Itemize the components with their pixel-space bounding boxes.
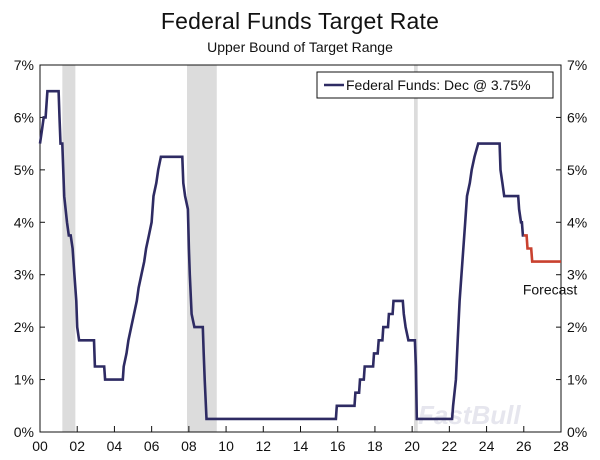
- y-tick-label-left: 7%: [14, 57, 34, 73]
- legend-label: Federal Funds: Dec @ 3.75%: [346, 77, 531, 93]
- y-tick-label-left: 1%: [14, 372, 34, 388]
- y-tick-label-left: 5%: [14, 162, 34, 178]
- plot-frame: [39, 64, 562, 433]
- y-tick-label-left: 2%: [14, 319, 34, 335]
- series-layer: [38, 89, 561, 421]
- fed-funds-line: [38, 89, 525, 421]
- y-tick-label-right: 6%: [567, 109, 587, 125]
- x-tick-label: 20: [404, 438, 420, 454]
- chart-subtitle: Upper Bound of Target Range: [207, 39, 393, 55]
- legend-box: [316, 71, 554, 99]
- y-tick-label-right: 4%: [567, 214, 587, 230]
- y-tick-label-right: 2%: [567, 319, 587, 335]
- y-tick-label-left: 4%: [14, 214, 34, 230]
- recession-band-2: [414, 65, 418, 432]
- y-tick-label-right: 0%: [567, 424, 587, 440]
- watermark-layer: FastBull: [418, 400, 521, 430]
- y-tick-label-left: 0%: [14, 424, 34, 440]
- x-tick-label: 02: [69, 438, 85, 454]
- x-tick-label: 14: [293, 438, 309, 454]
- legend: Federal Funds: Dec @ 3.75%: [316, 71, 554, 99]
- x-tick-label: 22: [442, 438, 458, 454]
- x-tick-label: 00: [32, 438, 48, 454]
- forecast-line: [523, 234, 561, 263]
- chart-title: Federal Funds Target Rate: [160, 8, 440, 34]
- annotation-forecast: Forecast: [523, 282, 578, 298]
- watermark-text: FastBull: [418, 400, 521, 430]
- x-tick-label: 04: [107, 438, 123, 454]
- x-tick-label: 06: [144, 438, 160, 454]
- axes-layer: 0% 0% 1% 1% 2% 2% 3% 3% 4% 4% 5% 5% 6% 6% 7% 7% 00 02 04 06…: [14, 57, 587, 454]
- x-tick-label: 08: [181, 438, 197, 454]
- y-tick-label-right: 1%: [567, 372, 587, 388]
- y-tick-label-right: 5%: [567, 162, 587, 178]
- recession-band-0: [62, 65, 76, 432]
- x-tick-label: 24: [479, 438, 495, 454]
- x-tick-label: 12: [255, 438, 271, 454]
- y-tick-label-left: 3%: [14, 267, 34, 283]
- y-tick-label-right: 3%: [567, 267, 587, 283]
- x-tick-label: 26: [516, 438, 532, 454]
- y-tick-label-right: 7%: [567, 57, 587, 73]
- x-tick-label: 10: [218, 438, 234, 454]
- recession-band-1: [186, 65, 217, 432]
- y-tick-label-left: 6%: [14, 109, 34, 125]
- x-tick-label: 16: [330, 438, 346, 454]
- x-tick-label: 28: [553, 438, 569, 454]
- recession-shading-layer: [62, 65, 418, 432]
- x-tick-label: 18: [367, 438, 383, 454]
- annotation-layer: Forecast: [523, 282, 578, 298]
